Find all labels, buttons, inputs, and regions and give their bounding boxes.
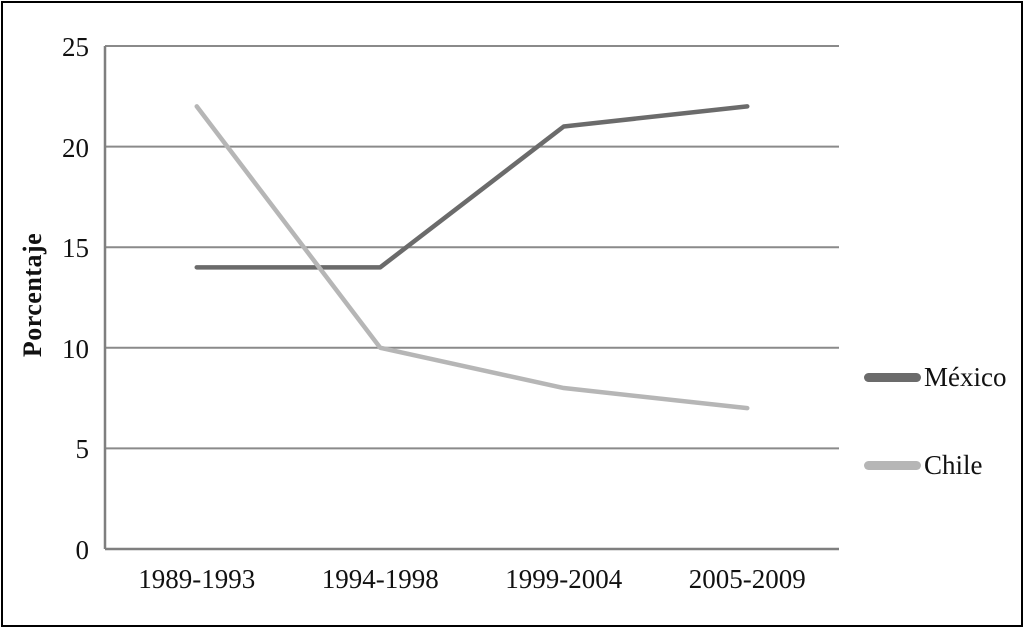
series-line-1 <box>194 104 750 411</box>
series-line-0 <box>194 104 750 270</box>
x-category-label: 1999-2004 <box>505 564 623 594</box>
y-tick-label: 25 <box>62 32 89 62</box>
y-tick-label: 20 <box>62 132 89 163</box>
y-tick-label: 5 <box>75 434 90 465</box>
x-category-label: 2005-2009 <box>688 564 806 594</box>
y-tick-label: 15 <box>62 233 89 264</box>
line-chart-plot-area <box>103 45 839 551</box>
y-tick-label: 10 <box>62 333 89 364</box>
x-category-label: 1989-1993 <box>138 564 256 594</box>
x-category-label: 1994-1998 <box>321 564 439 594</box>
y-tick-label: 0 <box>75 535 90 565</box>
